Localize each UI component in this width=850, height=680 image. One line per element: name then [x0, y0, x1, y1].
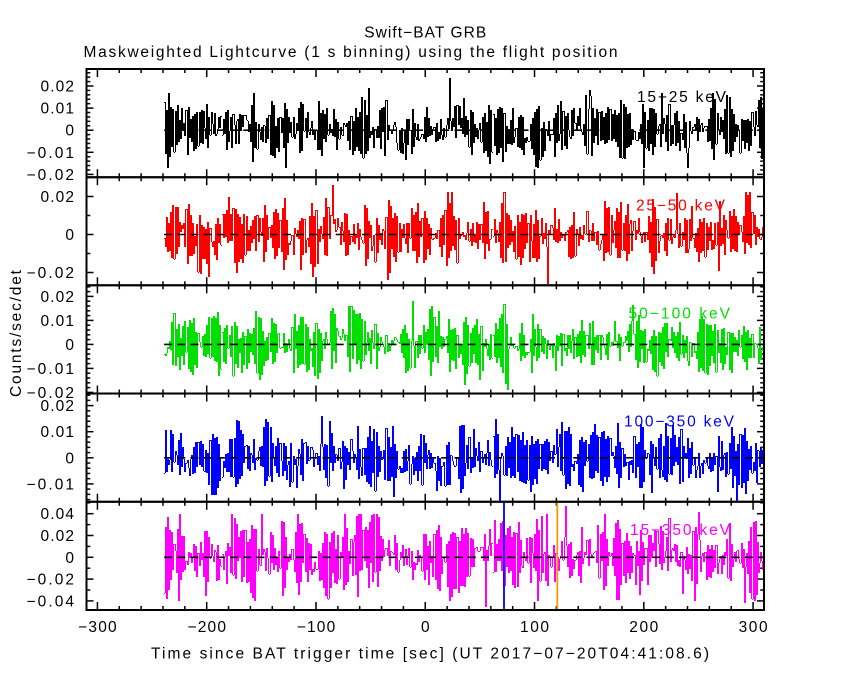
svg-text:−0.02: −0.02: [27, 265, 75, 282]
svg-text:15−25 keV: 15−25 keV: [637, 89, 727, 106]
svg-text:Counts/sec/det: Counts/sec/det: [8, 269, 25, 397]
svg-text:100−350 keV: 100−350 keV: [624, 414, 735, 431]
svg-text:300: 300: [739, 619, 768, 636]
svg-text:50−100 keV: 50−100 keV: [629, 305, 731, 322]
svg-text:Time since BAT trigger time [s: Time since BAT trigger time [sec] (UT 20…: [151, 646, 709, 663]
svg-text:0.02: 0.02: [41, 189, 75, 206]
svg-text:0: 0: [65, 450, 74, 467]
svg-text:−0.01: −0.01: [27, 361, 75, 378]
svg-text:0.02: 0.02: [41, 528, 75, 545]
svg-text:0.02: 0.02: [41, 79, 75, 96]
svg-text:0: 0: [65, 337, 74, 354]
svg-text:0: 0: [65, 123, 74, 140]
svg-text:25−50 keV: 25−50 keV: [636, 197, 726, 214]
svg-text:−0.04: −0.04: [27, 593, 75, 610]
svg-text:0: 0: [421, 619, 430, 636]
svg-text:0.01: 0.01: [41, 313, 75, 330]
svg-text:0.02: 0.02: [41, 398, 75, 415]
svg-text:200: 200: [629, 619, 658, 636]
svg-text:0.01: 0.01: [41, 101, 75, 118]
svg-text:0: 0: [65, 550, 74, 567]
svg-text:−0.01: −0.01: [27, 145, 75, 162]
svg-text:−0.02: −0.02: [27, 167, 75, 184]
svg-text:100: 100: [520, 619, 549, 636]
svg-text:−300: −300: [78, 619, 117, 636]
svg-text:15−350 keV: 15−350 keV: [630, 522, 731, 539]
svg-text:Swift−BAT GRB: Swift−BAT GRB: [364, 25, 486, 42]
svg-text:−0.02: −0.02: [27, 385, 75, 402]
svg-text:−100: −100: [297, 619, 336, 636]
svg-text:Maskweighted Lightcurve (1 s b: Maskweighted Lightcurve (1 s binning) us…: [84, 44, 618, 61]
svg-text:0.04: 0.04: [41, 506, 75, 523]
svg-text:0.02: 0.02: [41, 289, 75, 306]
svg-text:0: 0: [65, 227, 74, 244]
svg-text:−200: −200: [187, 619, 226, 636]
svg-text:−0.02: −0.02: [27, 572, 75, 589]
svg-text:−0.01: −0.01: [27, 476, 75, 493]
svg-text:0.01: 0.01: [41, 424, 75, 441]
